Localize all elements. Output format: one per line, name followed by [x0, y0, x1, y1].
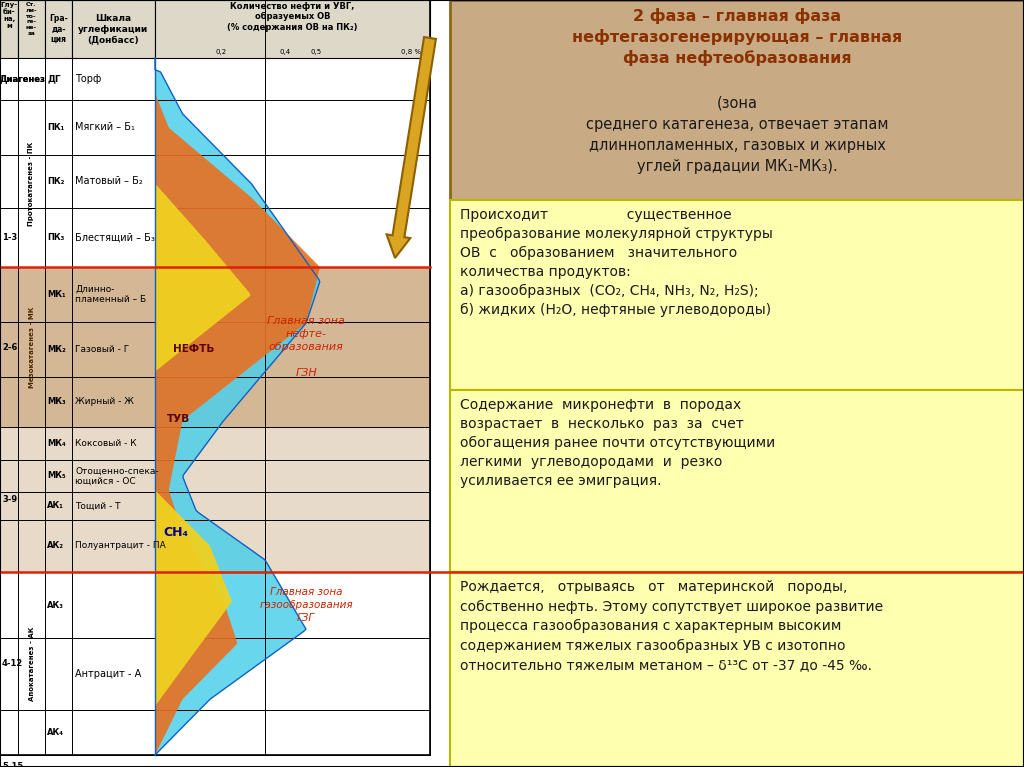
- Text: Торф: Торф: [75, 74, 101, 84]
- Text: 2 фаза – главная фаза
нефтегазогенерирующая – главная
фаза нефтеобразования: 2 фаза – главная фаза нефтегазогенерирую…: [571, 8, 902, 67]
- Text: 4-12: 4-12: [2, 659, 24, 668]
- Text: АК₃: АК₃: [47, 601, 63, 610]
- Text: Отощенно-спека-
ющийся - ОС: Отощенно-спека- ющийся - ОС: [75, 466, 159, 486]
- Text: Количество нефти и УВГ,
образуемых ОВ
(% содержания ОВ на ПК₂): Количество нефти и УВГ, образуемых ОВ (%…: [227, 2, 357, 32]
- Text: 3-9: 3-9: [2, 495, 17, 504]
- Text: Полуантрацит - ПА: Полуантрацит - ПА: [75, 542, 166, 551]
- Text: Матовый – Б₂: Матовый – Б₂: [75, 176, 142, 186]
- Text: Мезокатагенез - МК: Мезокатагенез - МК: [29, 306, 35, 387]
- Text: 0,5: 0,5: [310, 49, 322, 55]
- Text: АК₂: АК₂: [47, 542, 63, 551]
- Text: Протокатагенез - ПК: Протокатагенез - ПК: [29, 141, 35, 225]
- Text: Диагенез: Диагенез: [0, 74, 45, 84]
- Text: 2-6: 2-6: [2, 343, 17, 351]
- Text: Происходит                  существенное
преобразование молекулярной структуры
О: Происходит существенное преобразование м…: [460, 208, 773, 318]
- Bar: [72, 0, 155, 58]
- Text: Мягкий – Б₁: Мягкий – Б₁: [75, 123, 135, 133]
- Text: 0,8 %: 0,8 %: [401, 49, 421, 55]
- Text: Апокатагенез - АК: Апокатагенез - АК: [29, 627, 35, 701]
- Polygon shape: [155, 58, 319, 755]
- Text: АК₁: АК₁: [47, 502, 63, 511]
- Text: Длинно-
пламенный – Б: Длинно- пламенный – Б: [75, 285, 146, 304]
- Text: Главная зона
нефте-
образования

ГЗН: Главная зона нефте- образования ГЗН: [267, 315, 345, 378]
- Text: ПК₂: ПК₂: [47, 177, 65, 186]
- Bar: [0, 427, 430, 572]
- Text: Газовый - Г: Газовый - Г: [75, 345, 129, 354]
- Text: Ст.
ли-
то-
ге-
не-
за: Ст. ли- то- ге- не- за: [26, 2, 37, 36]
- Text: ТУВ: ТУВ: [167, 414, 190, 424]
- Text: НЕФТЬ: НЕФТЬ: [173, 344, 214, 354]
- Text: АК₄: АК₄: [47, 728, 63, 737]
- Text: МК₃: МК₃: [47, 397, 66, 407]
- Text: CH₄: CH₄: [163, 525, 188, 538]
- Text: Рождается,   отрываясь   от   материнской   породы,
собственно нефть. Этому сопу: Рождается, отрываясь от материнской поро…: [460, 580, 883, 673]
- Bar: [45, 0, 72, 58]
- Text: Коксовый - К: Коксовый - К: [75, 439, 136, 448]
- Bar: [450, 572, 1024, 767]
- Text: (зона
среднего катагенеза, отвечает этапам
длиннопламенных, газовых и жирных
угл: (зона среднего катагенеза, отвечает этап…: [586, 96, 888, 174]
- Text: Тощий - Т: Тощий - Т: [75, 502, 121, 511]
- Text: Шкала
углефикации
(Донбасс): Шкала углефикации (Донбасс): [79, 14, 148, 44]
- Text: МК₄: МК₄: [47, 439, 66, 448]
- FancyArrow shape: [387, 37, 436, 258]
- Text: Гра-
да-
ция: Гра- да- ция: [49, 14, 68, 44]
- Text: ПК₁: ПК₁: [47, 123, 65, 132]
- Text: 0,2: 0,2: [216, 49, 227, 55]
- Text: Жирный - Ж: Жирный - Ж: [75, 397, 134, 407]
- Text: МК₁: МК₁: [47, 290, 66, 299]
- Text: МК₅: МК₅: [47, 472, 66, 480]
- Text: 5-15: 5-15: [2, 762, 24, 767]
- Text: Глу-
би-
на,
м: Глу- би- на, м: [0, 2, 17, 29]
- Bar: [0, 267, 430, 427]
- Text: МК₂: МК₂: [47, 345, 66, 354]
- Bar: [0, 58, 45, 100]
- Text: Содержание  микронефти  в  породах
возрастает  в  несколько  раз  за  счет
обога: Содержание микронефти в породах возраста…: [460, 398, 775, 488]
- Text: ПК₃: ПК₃: [47, 233, 65, 242]
- Bar: [0, 0, 430, 755]
- Polygon shape: [155, 58, 319, 755]
- Text: Диагенез: Диагенез: [0, 74, 45, 84]
- Bar: [18, 0, 45, 58]
- Bar: [0, 0, 18, 58]
- Bar: [450, 390, 1024, 572]
- Bar: [155, 0, 430, 58]
- Text: 1-3: 1-3: [2, 233, 17, 242]
- Bar: [0, 0, 430, 58]
- Text: Антрацит - А: Антрацит - А: [75, 669, 141, 679]
- Bar: [450, 0, 1024, 200]
- Polygon shape: [155, 58, 250, 755]
- Bar: [450, 200, 1024, 390]
- Text: 0,4: 0,4: [279, 49, 290, 55]
- Text: Главная зона
газообразования
ГЗГ: Главная зона газообразования ГЗГ: [259, 587, 353, 624]
- Text: Блестящий – Б₃: Блестящий – Б₃: [75, 232, 155, 242]
- Text: ДГ: ДГ: [47, 74, 60, 84]
